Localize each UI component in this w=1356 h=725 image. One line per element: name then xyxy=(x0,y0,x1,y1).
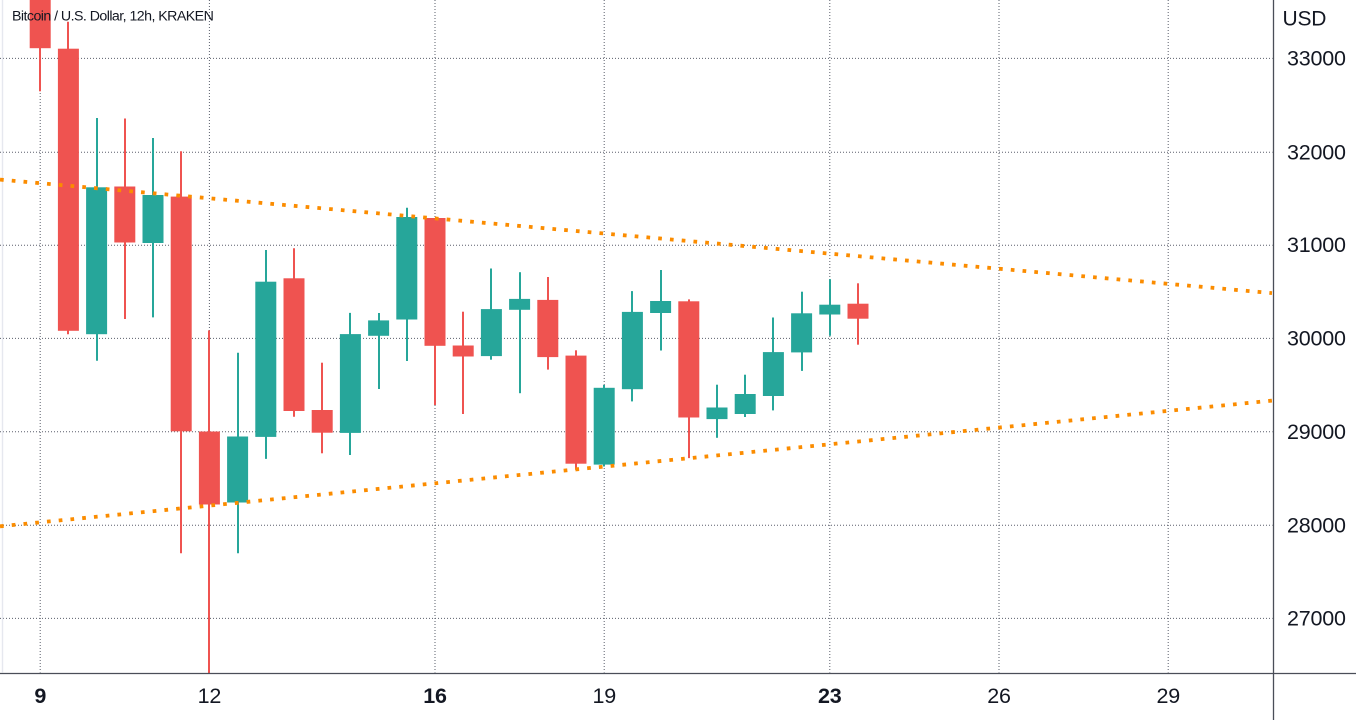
svg-text:33000: 33000 xyxy=(1287,46,1346,70)
svg-text:29000: 29000 xyxy=(1287,420,1346,444)
svg-text:26: 26 xyxy=(987,684,1011,708)
svg-text:16: 16 xyxy=(423,684,447,708)
svg-text:12: 12 xyxy=(198,684,222,708)
svg-text:32000: 32000 xyxy=(1287,140,1346,164)
svg-text:30000: 30000 xyxy=(1287,326,1346,350)
svg-text:29: 29 xyxy=(1156,684,1180,708)
svg-text:USD: USD xyxy=(1283,8,1327,31)
svg-text:9: 9 xyxy=(34,684,46,708)
svg-text:23: 23 xyxy=(818,684,842,708)
svg-text:19: 19 xyxy=(592,684,616,708)
svg-text:Bitcoin / U.S. Dollar, 12h, KR: Bitcoin / U.S. Dollar, 12h, KRAKEN xyxy=(12,9,214,25)
svg-text:31000: 31000 xyxy=(1287,233,1346,257)
svg-text:28000: 28000 xyxy=(1287,513,1346,537)
svg-text:27000: 27000 xyxy=(1287,606,1346,630)
